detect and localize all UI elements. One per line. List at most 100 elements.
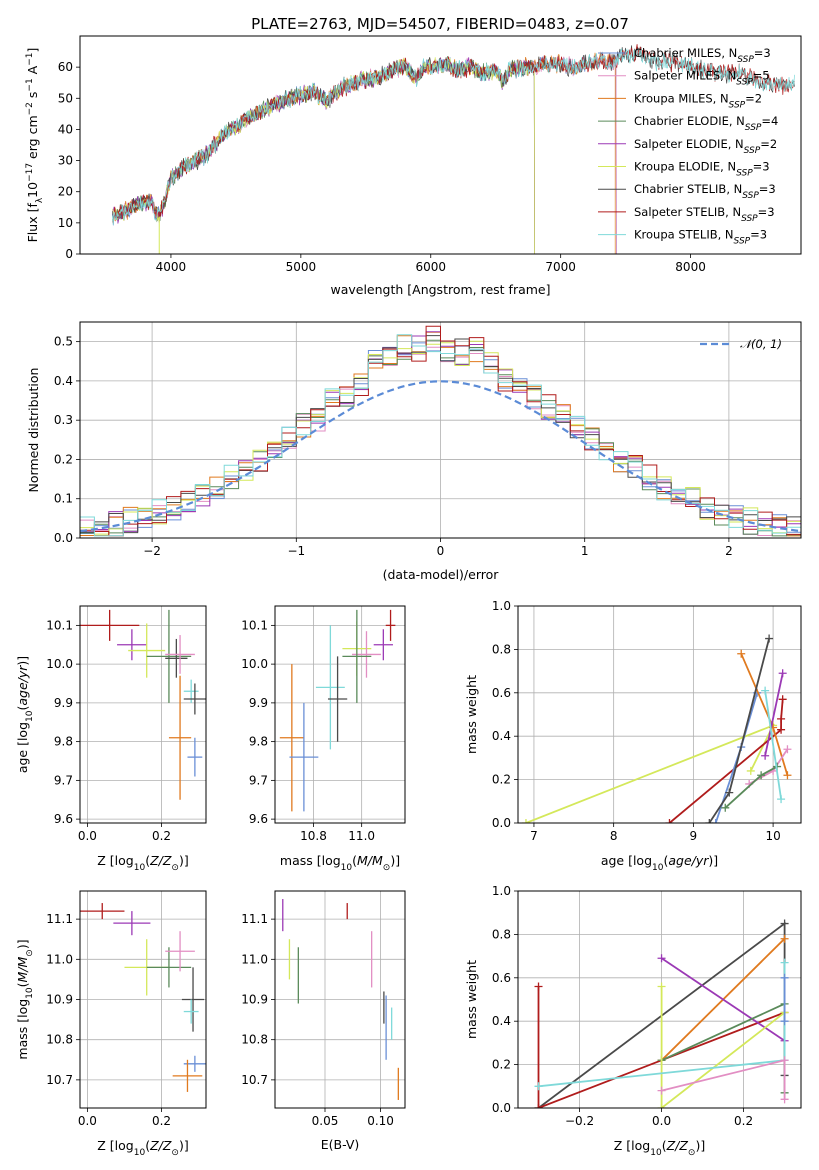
spectrum-line [112, 55, 536, 254]
legend-entry-part: Kroupa MILES, N [634, 91, 729, 105]
spectrum-line [112, 57, 536, 254]
y-axis-label-part: Flux [f [25, 203, 40, 243]
age-vs-mass-frame [274, 605, 406, 824]
weight-marker [783, 771, 792, 780]
legend-entry: Chabrier MILES, NSSP=3 [634, 46, 771, 65]
spectrum-line [112, 57, 536, 254]
y-axis-label-part: ( [15, 982, 30, 987]
legend-entry-part: Chabrier STELIB, N [634, 182, 742, 196]
x-tick-label: 5000 [286, 260, 317, 274]
weight-marker [780, 958, 789, 967]
legend-entry: Chabrier ELODIE, NSSP=4 [634, 114, 778, 133]
weight-line [668, 699, 784, 823]
y-tick-label: 0.5 [54, 335, 73, 349]
x-axis-label-part: Z [log [97, 853, 133, 868]
y-axis-label: age [log10(age/yr)] [15, 656, 35, 773]
x-axis-label-part: 10 [134, 1148, 146, 1158]
figure-title: PLATE=2763, MJD=54507, FIBERID=0483, z=0… [251, 15, 629, 33]
weight-marker [778, 669, 787, 678]
weight-marker [780, 1056, 789, 1065]
weight-line [661, 957, 786, 1042]
y-tick-label: 11.0 [46, 952, 73, 966]
x-tick-label: −1 [287, 544, 305, 558]
legend-entry-part: =5 [753, 69, 770, 83]
x-axis-label-part: )] [179, 853, 189, 868]
x-axis-label: wavelength [Angstrom, rest frame] [330, 282, 550, 297]
y-axis-label-part: )] [15, 656, 30, 666]
x-axis-label-part: )] [179, 1138, 189, 1153]
x-tick-label: 11.0 [348, 829, 375, 843]
x-axis-label-part: Z [log [97, 1138, 133, 1153]
y-axis-label-part: )] [15, 939, 30, 949]
x-axis-label-part: ( [662, 1138, 667, 1153]
y-tick-label: 50 [58, 91, 73, 105]
x-axis-label: Z [log10(Z/Z⊙)] [97, 853, 188, 873]
legend-entry: 𝒩(0, 1) [740, 337, 782, 351]
weight-marker [657, 1104, 666, 1108]
y-tick-label: 30 [58, 154, 73, 168]
x-tick-label: 0.2 [152, 829, 171, 843]
legend-entry-part: Kroupa ELODIE, N [634, 160, 736, 174]
weight-marker [521, 819, 530, 823]
weight-line [660, 986, 786, 1108]
y-tick-label: 10.0 [241, 657, 268, 671]
y-axis-label-part: λ [35, 197, 45, 203]
x-axis-label-part: ⊙ [688, 1148, 696, 1158]
legend-entry-part: =2 [760, 137, 777, 151]
y-tick-label: 10.8 [46, 1033, 73, 1047]
x-axis-label-part: Z/Z [666, 1138, 689, 1153]
age-vs-mass-axes: 10.8 11.0 9.6 9.7 9.8 9.9 10.0 10.1 mass [log10(… [241, 605, 406, 873]
x-axis-label-part: ⊙ [171, 1148, 179, 1158]
x-tick-label: 0.05 [312, 1114, 339, 1128]
y-tick-label: 40 [58, 122, 73, 136]
mass-vs-EBV-axes: 0.05 0.10 10.7 10.8 10.9 11.0 11.1 [241, 890, 406, 1128]
weight-marker [725, 788, 734, 797]
y-tick-label: 0.8 [492, 642, 511, 656]
y-tick-label: 9.6 [249, 812, 268, 826]
legend-entry-part: SSP [736, 169, 753, 179]
weight-marker [737, 649, 746, 658]
y-tick-label: 10.8 [241, 1033, 268, 1047]
x-axis-label-part: ⊙ [171, 863, 179, 873]
y-axis-label-part: −17 [25, 163, 35, 182]
legend-entry-part: =2 [745, 91, 762, 105]
legend-entry-part: Chabrier ELODIE, N [634, 114, 745, 128]
x-tick-label: 0.2 [152, 1114, 171, 1128]
y-tick-label: 0.4 [492, 1014, 511, 1028]
y-tick-label: 9.7 [54, 773, 73, 787]
weight-marker [761, 751, 770, 760]
y-tick-label: 10.0 [46, 657, 73, 671]
legend-entry: Kroupa ELODIE, NSSP=3 [634, 160, 770, 179]
weight-marker [780, 1017, 789, 1026]
y-tick-label: 0.0 [492, 816, 511, 830]
weight-marker [746, 766, 755, 775]
spectrum-line [112, 48, 795, 225]
weight-marker [780, 934, 789, 943]
legend-entry-part: SSP [745, 123, 762, 133]
x-tick-label: 7 [530, 829, 538, 843]
x-axis-label-part: M/M [357, 853, 383, 868]
x-tick-label: 6000 [415, 260, 446, 274]
legend-entry: Salpeter STELIB, NSSP=3 [634, 205, 775, 224]
x-axis-label: age [log10(age/yr)] [601, 853, 718, 873]
y-axis-label-part: 10 [25, 987, 35, 999]
x-tick-label: 0 [437, 544, 445, 558]
x-axis-label-part: age [log [601, 853, 652, 868]
legend-entry: Salpeter MILES, NSSP=5 [634, 69, 770, 88]
x-tick-label: −2 [143, 544, 161, 558]
x-axis-label-part: Z [log [614, 1138, 650, 1153]
y-tick-label: 11.0 [241, 952, 268, 966]
x-tick-label: 0.2 [734, 1114, 753, 1128]
x-axis-label: mass [log10(M/M⊙)] [280, 853, 400, 873]
y-tick-label: 0.2 [54, 452, 73, 466]
y-axis-label: Flux [fλ10−17 erg cm−2 s−1 A−1] [25, 48, 45, 243]
legend-entry-part: SSP [744, 146, 761, 156]
age-vs-Z-axes: 0.0 0.29.69.79.89.910.010.1Z [log10(Z/Z⊙)… [15, 605, 207, 873]
weight-marker [777, 725, 786, 734]
weight-marker [534, 1104, 543, 1108]
x-tick-label: 2 [725, 544, 733, 558]
weight-marker [780, 973, 789, 982]
y-tick-label: 0.4 [492, 729, 511, 743]
